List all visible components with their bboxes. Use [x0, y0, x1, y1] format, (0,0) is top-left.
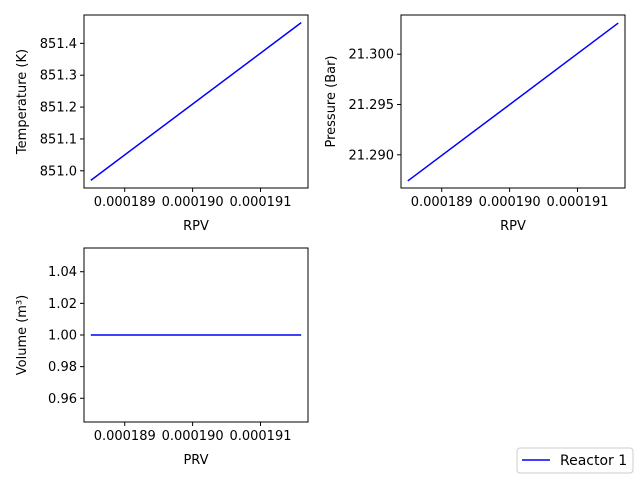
- y-tick-label: 851.3: [40, 69, 77, 84]
- y-tick-label: 851.4: [40, 37, 77, 52]
- chart-panel-1: 0.000189 0.000190 0.000191 851.0 851.1 851.2 8…: [15, 14, 309, 234]
- x-axis-label: RPV: [500, 219, 526, 234]
- legend-label: Reactor 1: [560, 453, 627, 469]
- y-tick-label: 0.96: [48, 392, 77, 407]
- plot-frame: [83, 14, 309, 189]
- y-tick-label: 1.02: [48, 297, 77, 312]
- y-axis-label: Temperature (K): [15, 49, 30, 155]
- series-line: [90, 22, 302, 181]
- x-tick-label: 0.000190: [479, 195, 541, 210]
- y-tick-label: 1.00: [48, 329, 77, 344]
- chart-panel-2: 0.000189 0.000190 0.000191 21.290 21.295 21.3…: [324, 14, 626, 234]
- y-tick-label: 851.1: [40, 132, 77, 147]
- x-tick-label: 0.000191: [229, 195, 291, 210]
- x-tick-label: 0.000189: [411, 195, 473, 210]
- y-axis-label: Pressure (Bar): [324, 55, 339, 147]
- x-axis-label: RPV: [183, 219, 209, 234]
- y-tick-label: 21.290: [349, 148, 395, 163]
- y-tick-label: 851.0: [40, 164, 77, 179]
- x-tick-label: 0.000191: [546, 195, 608, 210]
- y-tick-label: 21.295: [349, 98, 395, 113]
- x-tick-label: 0.000189: [94, 429, 156, 444]
- legend-frame: [516, 447, 634, 474]
- x-tick-label: 0.000191: [229, 429, 291, 444]
- y-axis-label: Volume (m³): [15, 295, 30, 376]
- x-tick-label: 0.000189: [94, 195, 156, 210]
- y-tick-label: 0.98: [48, 360, 77, 375]
- x-axis-label: PRV: [183, 453, 208, 468]
- y-tick-label: 1.04: [48, 265, 77, 280]
- legend: Reactor 1: [516, 447, 634, 474]
- x-tick-label: 0.000190: [162, 429, 224, 444]
- chart-panel-3: 0.000189 0.000190 0.000191 0.96 0.98 1.00 1.02…: [15, 247, 309, 468]
- plot-frame: [400, 14, 626, 189]
- x-tick-label: 0.000190: [162, 195, 224, 210]
- y-tick-label: 851.2: [40, 101, 77, 116]
- series-line: [407, 22, 619, 182]
- y-tick-label: 21.300: [349, 48, 395, 63]
